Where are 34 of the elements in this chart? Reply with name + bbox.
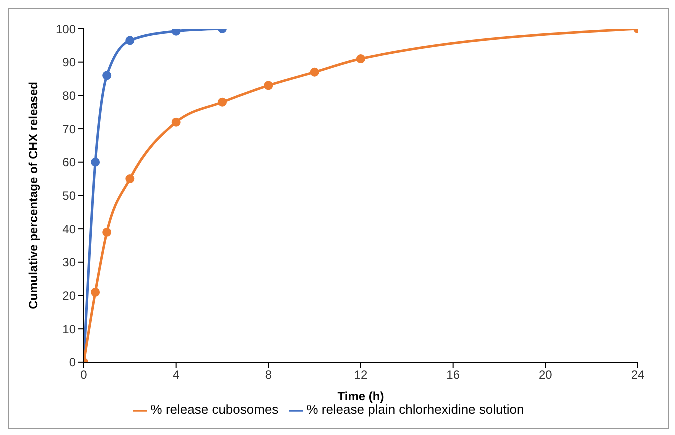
legend-label: % release plain chlorhexidine solution [306,402,524,418]
y-tick-label: 60 [62,156,76,170]
x-tick-label: 12 [354,368,368,382]
y-tick-label: 80 [62,88,76,103]
point [126,174,135,184]
x-tick-label: 16 [446,368,460,382]
y-tick-label: 90 [62,56,76,70]
point [264,81,274,90]
y-tick-label: 50 [62,188,76,203]
x-tick-label: 8 [265,368,272,382]
y-tick-label: 30 [62,256,76,270]
y-axis-title: Cumulative percentage of CHX released [26,82,40,310]
y-tick-label: 40 [62,222,76,236]
x-axis-title: Time (h) [338,389,384,404]
y-tick-label: 10 [62,322,76,336]
point [172,29,181,36]
point [172,118,181,127]
y-tick-label: 100 [56,22,76,36]
y-tick-label: 70 [62,122,76,136]
point [91,288,100,297]
x-tick-label: 4 [172,368,180,382]
point [91,158,100,167]
x-tick-label: 0 [80,368,88,382]
x-tick-label: 20 [538,368,553,382]
point [218,98,227,107]
point [102,71,112,80]
point [126,36,135,46]
y-tick-label: 0 [69,356,76,370]
legend-label: % release cubosomes [150,402,279,418]
point [310,68,320,77]
point [102,228,112,237]
point [356,54,366,64]
y-tick-label: 20 [62,289,76,304]
x-tick-label: 24 [631,368,645,382]
